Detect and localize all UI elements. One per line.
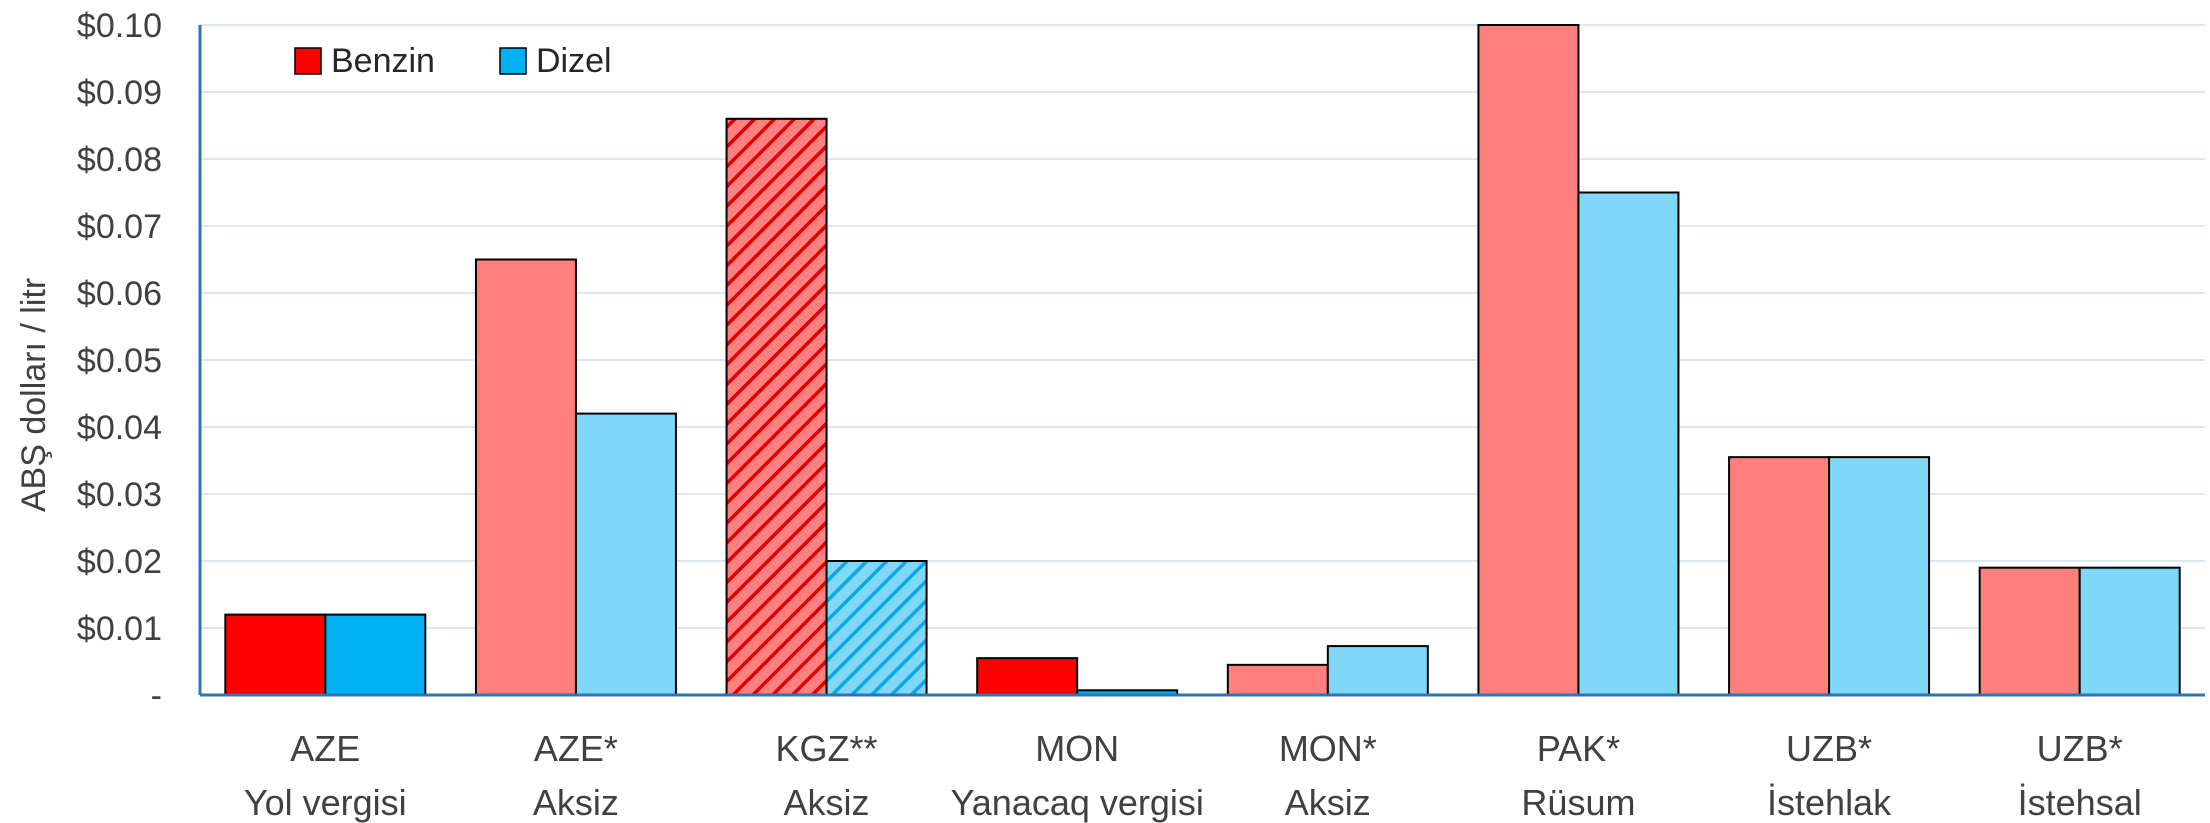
x-tick-sublabel: Aksiz — [784, 782, 870, 823]
bar-benzin-7 — [1978, 566, 2081, 697]
y-tick-label: $0.07 — [77, 208, 162, 246]
x-tick-label: AZE — [290, 728, 360, 769]
y-tick-label: $0.01 — [77, 610, 162, 648]
bar-dizel-5 — [1577, 191, 1680, 696]
bar-dizel-4 — [1326, 645, 1429, 697]
y-axis-title: ABŞ dolları / litr — [15, 278, 53, 512]
bar-dizel-6 — [1828, 456, 1931, 696]
x-tick-sublabel: Aksiz — [1285, 782, 1371, 823]
x-tick-label: MON — [1035, 728, 1119, 769]
y-tick-label: $0.10 — [77, 7, 162, 45]
legend-swatch-benzin — [294, 47, 322, 75]
bar-benzin-6 — [1728, 456, 1831, 696]
x-tick-sublabel: Rüsum — [1521, 782, 1635, 823]
x-tick-sublabel: Yanacaq vergisi — [950, 782, 1203, 823]
x-tick-sublabel: İstehlak — [1767, 782, 1892, 823]
bar-benzin-0 — [224, 613, 327, 696]
x-tick-label: KGZ** — [776, 728, 878, 769]
bar-benzin-2 — [725, 117, 828, 697]
legend-label-dizel: Dizel — [536, 42, 612, 80]
y-tick-label: $0.02 — [77, 543, 162, 581]
x-tick-label: UZB* — [2037, 728, 2123, 769]
x-tick-label: UZB* — [1786, 728, 1872, 769]
x-category-labels: AZE Yol vergisi AZE* Aksiz KGZ** Aksiz MON Yana… — [244, 728, 2142, 823]
bar-dizel-7 — [2078, 566, 2181, 697]
bar-benzin-5 — [1477, 24, 1580, 696]
x-tick-sublabel: Yol vergisi — [244, 782, 407, 823]
y-tick-label: $0.08 — [77, 141, 162, 179]
y-tick-labels: - $0.01 $0.02 $0.03 $0.04 $0.05 $0.06 $0.07 $0.0… — [77, 7, 162, 715]
legend-swatch-dizel — [499, 47, 527, 75]
x-tick-label: AZE* — [534, 728, 618, 769]
bar-benzin-1 — [474, 258, 577, 696]
y-tick-label: $0.03 — [77, 476, 162, 514]
x-tick-sublabel: İstehsal — [2018, 782, 2142, 823]
y-tick-label: - — [151, 677, 162, 715]
y-tick-label: $0.09 — [77, 74, 162, 112]
bar-dizel-0 — [324, 613, 427, 696]
legend: Benzin Dizel — [294, 42, 612, 80]
bar-dizel-1 — [574, 412, 677, 696]
bar-dizel-2 — [825, 560, 928, 696]
x-tick-label: PAK* — [1537, 728, 1620, 769]
y-tick-label: $0.05 — [77, 342, 162, 380]
bar-benzin-3 — [976, 657, 1079, 697]
y-tick-label: $0.06 — [77, 275, 162, 313]
x-tick-sublabel: Aksiz — [533, 782, 619, 823]
axes — [198, 25, 2205, 697]
x-tick-label: MON* — [1279, 728, 1377, 769]
legend-label-benzin: Benzin — [331, 42, 435, 80]
bar-benzin-4 — [1226, 663, 1329, 696]
y-tick-label: $0.04 — [77, 409, 162, 447]
